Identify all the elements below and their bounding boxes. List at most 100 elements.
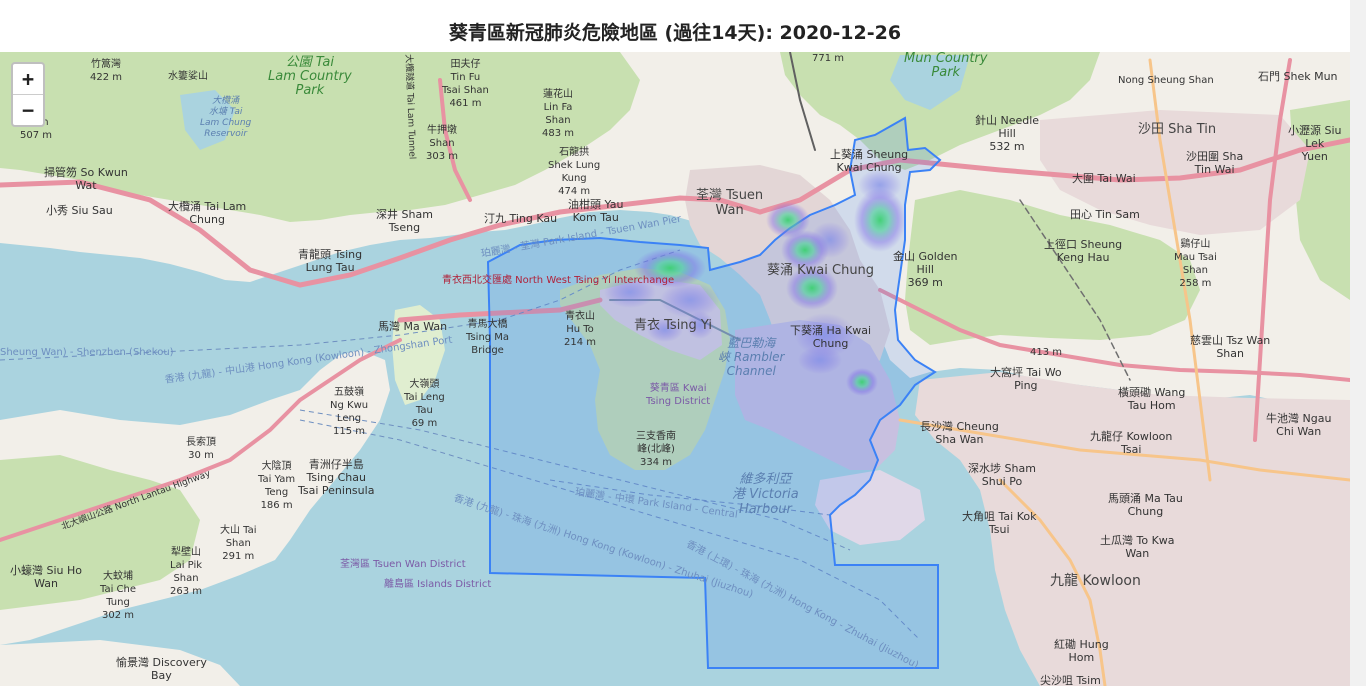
page-title: 葵青區新冠肺炎危險地區 (過往14天): 2020-12-26 — [448, 22, 902, 44]
label-tsing-lung-tau: 青龍頭 Tsing Lung Tau — [298, 248, 363, 274]
hotspot — [798, 346, 842, 374]
label-ngau-ping-shan: 牛押墩 Shan 303 m — [426, 125, 459, 162]
hotspot — [647, 318, 683, 342]
label-nw-tsing-yi-interchange: 青衣西北交匯處 North West Tsing Yi Interchange — [442, 275, 675, 286]
label-mau-tsai-shan: 鷄仔山 Mau Tsai Shan 258 m — [1174, 239, 1217, 289]
label-sham-shui-po: 深水埗 Sham Shui Po — [968, 462, 1036, 488]
label-shing-mun-park: Mun Country Park — [904, 52, 988, 80]
label-kowloon-tsai: 九龍仔 Kowloon Tsai — [1090, 430, 1173, 456]
label-tsing-chau-tsai: 青洲仔半島 Tsing Chau Tsai Peninsula — [298, 458, 375, 497]
reservoir-tai-lam — [180, 90, 235, 150]
title-bar: 葵青區新冠肺炎危險地區 (過往14天): 2020-12-26 — [0, 0, 1366, 52]
label-yau-kom-tau: 油柑頭 Yau Kom Tau — [568, 198, 624, 224]
label-lai-pik-shan: 犁壁山 Lai Pik Shan 263 m — [170, 547, 203, 597]
label-cheung-sha-wan: 長沙灣 Cheung Sha Wan — [920, 420, 999, 446]
label-ma-wan: 馬灣 Ma Wan — [378, 320, 448, 333]
label-ferry-route-4: Sheung Wan) - Shenzhen (Shekou) — [0, 347, 174, 358]
label-tai-che: 大蚊埔 Tai Che Tung 302 m — [100, 571, 137, 621]
container-terminal — [735, 320, 900, 470]
urban-sha-tin — [1040, 110, 1310, 235]
label-siu-lek-yuen: 小瀝源 Siu Lek Yuen — [1288, 124, 1342, 163]
label-tai-lam-chung-reservoir: 大欖涌 水塘 Tai Lam Chung Reservoir — [200, 96, 252, 139]
label-so-kwun-wat: 掃管笏 So Kwun Wat — [44, 166, 128, 192]
map-canvas[interactable] — [0, 52, 1350, 686]
label-kwai-chung: 葵涌 Kwai Chung — [767, 263, 875, 278]
label-tsuen-wan-district: 荃灣區 Tsuen Wan District — [340, 559, 466, 570]
label-nong-sheung-shan: Nong Sheung Shan — [1118, 75, 1214, 86]
label-tai-leng-tau: 大嶺頭 Tai Leng Tau 69 m — [404, 379, 445, 429]
label-wang-tau-hom: 橫頭磡 Wang Tau Hom — [1118, 386, 1186, 412]
zoom-in-button[interactable]: + — [13, 64, 43, 95]
park-tai-lam — [0, 52, 640, 222]
scrollbar[interactable] — [1350, 0, 1366, 686]
label-tsz-wan-shan: 慈雲山 Tsz Wan Shan — [1190, 334, 1271, 360]
label-shui-lo-kung: 水簍娑山 — [168, 71, 208, 82]
zoom-out-button[interactable]: − — [21, 98, 35, 122]
label-ng-kwu-leng: 五鼓嶺 Ng Kwu Leng 115 m — [330, 387, 369, 437]
label-golden-hill: 金山 Golden Hill 369 m — [893, 250, 958, 289]
hotspot — [786, 266, 838, 310]
park-shing-mun — [780, 52, 1100, 170]
label-cheung-so-tin: 長索頂 30 m — [186, 437, 216, 461]
label-tsim-sha-tsui: 尖沙咀 TsimSha Tsui — [1040, 674, 1101, 686]
hotspot — [795, 313, 855, 357]
label-tai-lam-park: 公園 Tai Lam Country Park — [268, 55, 352, 98]
label-tai-shan: 大山 Tai Shan 291 m — [220, 525, 257, 562]
label-ngau-chi-wan: 牛池灣 Ngau Chi Wan — [1266, 412, 1332, 438]
label-peak-771: 771 m — [812, 53, 845, 64]
label-islands-district: 離島區 Islands District — [384, 579, 492, 590]
label-kowloon: 九龍 Kowloon — [1050, 573, 1141, 589]
label-tai-yam-teng: 大陰頂 Tai Yam Teng 186 m — [258, 461, 296, 511]
label-tai-wo-ping: 大窩坪 Tai Wo Ping — [990, 366, 1062, 392]
label-ting-kau: 汀九 Ting Kau — [484, 212, 558, 225]
label-tai-kok-tsui: 大角咀 Tai Kok Tsui — [962, 510, 1037, 536]
label-rambler-channel: 藍巴勒海峽 Rambler Channel — [718, 336, 785, 378]
hotspot — [634, 248, 706, 288]
hotspot — [810, 222, 850, 258]
reservoir-shing-mun — [890, 55, 970, 110]
park-lion-rock — [905, 190, 1200, 345]
hotspot — [686, 311, 714, 339]
label-siu-sau: 小秀 Siu Sau — [46, 204, 113, 217]
label-lin-fa-shan: 蓮花山 Lin Fa Shan 483 m — [542, 89, 575, 139]
park-lantau — [0, 455, 200, 610]
hotspot — [846, 368, 878, 396]
hotspot — [660, 282, 720, 318]
label-kwai-tsing-district: 葵青區 Kwai Tsing District — [646, 383, 711, 407]
hotspot — [858, 169, 902, 201]
label-ma-tau-chung: 馬頭涌 Ma Tau Chung — [1108, 492, 1183, 518]
label-sam-chi-heung: 三支香南 峰(北峰) 334 m — [636, 431, 676, 468]
land-discovery-bay — [0, 640, 240, 686]
label-sha-tin: 沙田 Sha Tin — [1138, 122, 1217, 137]
label-hill-413: 413 m — [1030, 347, 1063, 358]
label-tsing-ma-bridge: 青馬大橋 Tsing Ma Bridge — [466, 319, 510, 356]
label-ha-kwai-chung: 下葵涌 Ha Kwai Chung — [790, 324, 872, 350]
label-sham-tseng: 深井 Sham Tseng — [376, 208, 433, 234]
label-needle-hill: 針山 Needle Hill 532 m — [975, 114, 1040, 153]
label-tsing-yi-peak: 青衣山 Hu To 214 m — [564, 311, 597, 348]
hotspot — [766, 202, 810, 238]
ferry-routes — [0, 249, 921, 641]
label-sheung-kwai-chung: 上葵涌 Sheung Kwai Chung — [830, 148, 909, 174]
label-sheung-keng-hau: 上徑口 Sheung Keng Hau — [1044, 238, 1123, 264]
heatmap-layer — [604, 169, 906, 396]
label-chuk-yuen: 竹篙灣 422 m — [90, 59, 123, 83]
label-siu-ho-wan: 小蠔灣 Siu Ho Wan — [10, 564, 83, 590]
hotspot — [854, 188, 906, 252]
label-tin-fu-tsai: 田夫仔 Tin Fu Tsai Shan 461 m — [442, 59, 489, 109]
label-victoria-harbour: 維多利亞港 Victoria Harbour — [732, 472, 799, 517]
label-tin-sam: 田心 Tin Sam — [1070, 208, 1140, 221]
label-to-kwa-wan: 土瓜灣 To Kwa Wan — [1100, 534, 1175, 560]
label-tai-wai: 大圍 Tai Wai — [1072, 172, 1136, 185]
label-tsuen-wan: 荃灣 Tsuen Wan — [696, 188, 764, 218]
zoom-control: + − — [11, 62, 45, 127]
label-tsing-yi: 青衣 Tsing Yi — [634, 318, 713, 333]
label-shek-mun: 石門 Shek Mun — [1258, 70, 1338, 83]
map-view[interactable]: 公園 Tai Lam Country Park Mun Country Park 荃灣… — [0, 52, 1350, 686]
label-discovery-bay: 愉景灣 Discovery Bay — [116, 656, 207, 682]
stonecutters-island — [815, 470, 925, 545]
urban-kowloon — [915, 372, 1350, 686]
label-tai-lam-chung: 大欖涌 Tai Lam Chung — [168, 200, 247, 226]
hotspot — [604, 276, 656, 308]
label-hung-hom: 紅磡 Hung Hom — [1054, 638, 1109, 664]
